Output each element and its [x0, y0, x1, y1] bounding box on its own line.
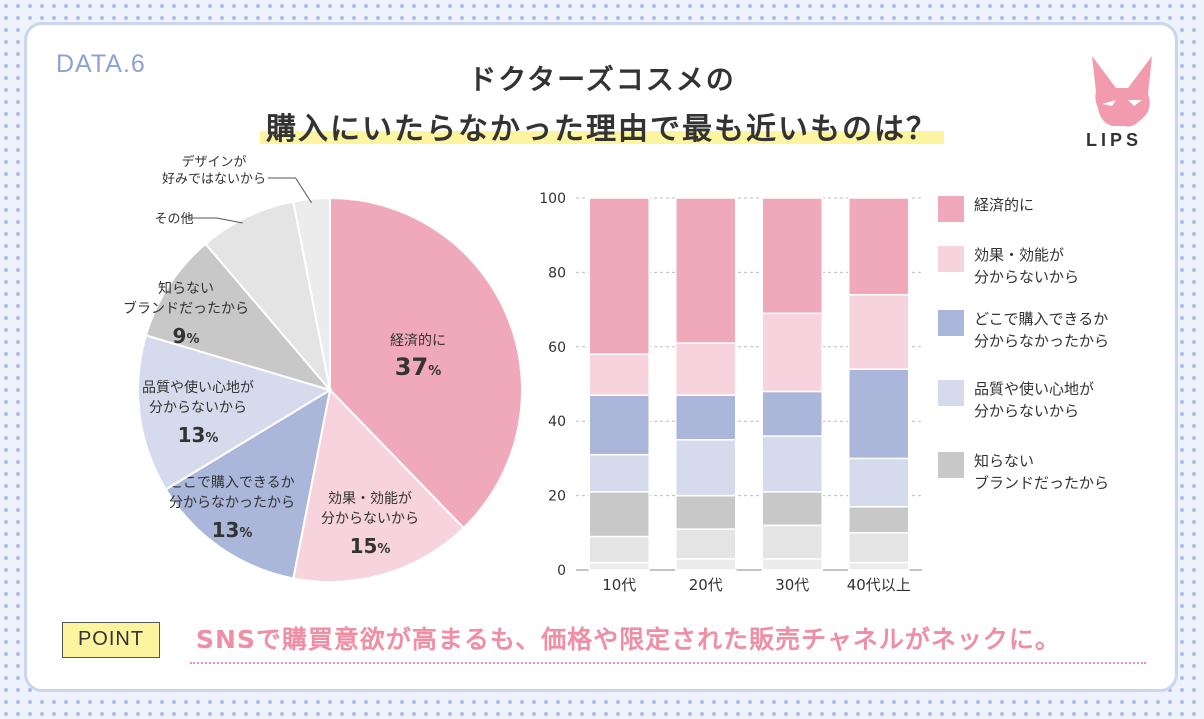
pie-label-quality: 品質や使い心地が — [142, 379, 254, 396]
pie-label-quality: 分からないから — [149, 400, 247, 416]
title-highlight: 購入にいたらなかった理由で最も近いものは？ — [260, 112, 944, 147]
bar-segment-quality — [761, 435, 823, 493]
title-line-1: ドクターズコスメの — [468, 63, 736, 96]
pie-callout-label-design: デザインが — [181, 154, 246, 170]
pie-slice-where — [164, 387, 332, 580]
bar-segment-other — [761, 524, 823, 560]
y-tick-label: 0 — [557, 563, 566, 579]
y-tick-label: 80 — [548, 265, 566, 281]
bar-segment-design — [675, 558, 737, 571]
pie-label-brand: 知らない — [158, 280, 214, 297]
pie-slice-brand — [144, 242, 333, 392]
bar-segment-other — [848, 532, 910, 564]
bar-segment-economic — [848, 197, 910, 296]
pie-slice-design — [292, 196, 331, 391]
x-tick-label: 20代 — [689, 576, 723, 594]
x-tick-label: 10代 — [602, 576, 636, 594]
legend-label: 品質や使い心地が 分からないから — [974, 380, 1095, 420]
bar-segment-effect — [675, 342, 737, 396]
bar-segment-effect — [848, 293, 910, 370]
pie-slice-other — [204, 200, 332, 394]
legend-swatch — [938, 246, 964, 272]
legend-swatch — [938, 310, 964, 336]
y-tick-label: 20 — [548, 489, 566, 505]
legend-swatch — [938, 196, 964, 222]
bar-segment-brand — [675, 494, 737, 530]
bar-segment-where — [675, 394, 737, 441]
pie-callout-label-design: 好みではないから — [162, 172, 266, 187]
bar-segment-brand — [588, 491, 650, 538]
point-underline — [190, 662, 1146, 664]
pie-label-where: どこで購入できるか — [169, 475, 294, 491]
x-tick-label: 40代以上 — [847, 576, 911, 594]
y-tick-label: 40 — [548, 414, 566, 430]
bar-segment-effect — [588, 353, 650, 396]
pie-callout-line-design — [268, 177, 312, 204]
logo-text: LIPS — [1086, 130, 1143, 150]
bar-segment-other — [675, 528, 737, 560]
fox-logo-icon — [1092, 56, 1152, 127]
bar-segment-brand — [848, 506, 910, 534]
bar-segment-effect — [761, 312, 823, 393]
pie-label-brand: ブランドだったから — [123, 300, 249, 317]
bar-segment-brand — [761, 491, 823, 527]
legend-label: 効果・効能が 分からないから — [974, 246, 1080, 286]
pie-value-economic: 37% — [395, 353, 441, 381]
legend-swatch — [938, 380, 964, 406]
data-tag: DATA.6 — [56, 50, 146, 78]
bar-segment-economic — [675, 197, 737, 344]
title-line-2: 購入にいたらなかった理由で最も近いものは？ — [0, 104, 1204, 148]
bar-segment-economic — [588, 197, 650, 355]
bar-segment-where — [848, 368, 910, 460]
bar-segment-design — [588, 561, 650, 571]
bar-segment-quality — [675, 439, 737, 497]
bar-segment-quality — [588, 453, 650, 493]
y-tick-label: 60 — [548, 340, 566, 356]
bar-segment-design — [848, 561, 910, 571]
legend-label: 経済的に — [974, 196, 1035, 214]
x-tick-label: 30代 — [775, 576, 809, 594]
point-badge: POINT — [62, 622, 160, 658]
legend-label: 知らない ブランドだったから — [974, 452, 1110, 492]
pie-slice-effect — [292, 387, 465, 583]
bar-segment-other — [588, 535, 650, 564]
pie-slice-quality — [137, 334, 333, 491]
pie-label-where: 分からなかったから — [169, 495, 295, 511]
legend-label: どこで購入できるか 分からなかったから — [974, 310, 1110, 350]
pie-label-economic: 経済的に — [390, 333, 446, 349]
bar-segment-where — [588, 394, 650, 456]
pie-callout-label-other: その他 — [154, 212, 193, 227]
pie-slice-economic — [329, 196, 523, 530]
pie-value-brand: 9% — [173, 324, 200, 348]
point-text: SNSで購買意欲が高まるも、価格や限定された販売チャネルがネックに。 — [196, 625, 1061, 654]
legend-swatch — [938, 452, 964, 478]
bar-segment-design — [761, 558, 823, 571]
y-tick-label: 100 — [539, 191, 566, 207]
bar-segment-where — [761, 390, 823, 437]
pie-label-effect: 効果・効能が — [328, 491, 412, 507]
bar-segment-economic — [761, 197, 823, 315]
bar-segment-quality — [848, 457, 910, 508]
pie-label-effect: 分からないから — [321, 511, 419, 527]
pie-callout-line-other — [188, 217, 243, 224]
